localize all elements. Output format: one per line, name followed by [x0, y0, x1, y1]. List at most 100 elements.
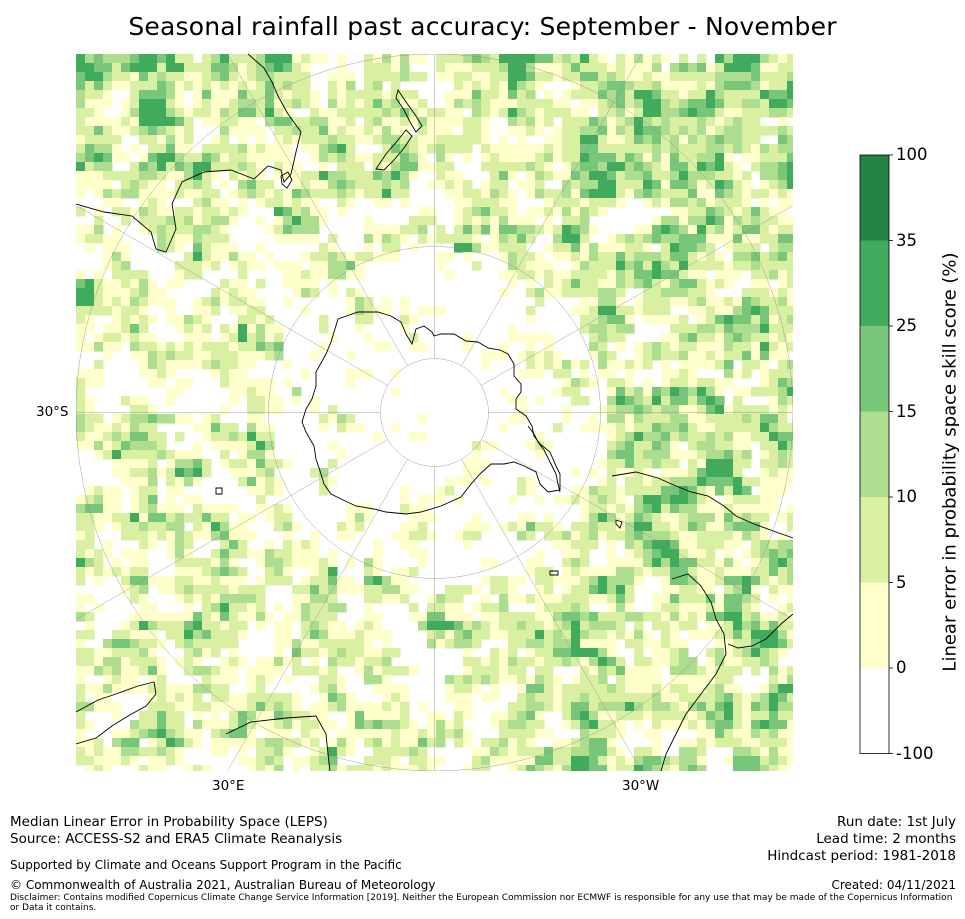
skill-cell	[625, 594, 635, 604]
skill-cell	[769, 378, 779, 388]
skill-cell	[202, 513, 212, 523]
skill-cell	[544, 360, 554, 370]
skill-cell	[598, 108, 608, 118]
skill-cell	[274, 162, 284, 172]
skill-cell	[211, 81, 221, 91]
skill-cell	[571, 189, 581, 199]
skill-cell	[517, 351, 527, 361]
skill-cell	[562, 288, 572, 298]
skill-cell	[445, 729, 455, 739]
skill-cell	[697, 522, 707, 532]
colorbar-tick-label: 35	[896, 230, 917, 250]
skill-cell	[697, 666, 707, 676]
skill-cell	[454, 612, 464, 622]
skill-cell	[328, 594, 338, 604]
skill-cell	[472, 531, 482, 541]
skill-cell	[229, 117, 239, 127]
skill-cell	[319, 675, 329, 685]
skill-cell	[616, 162, 626, 172]
skill-cell	[688, 270, 698, 280]
skill-cell	[598, 135, 608, 145]
skill-cell	[499, 666, 509, 676]
skill-cell	[598, 711, 608, 721]
skill-cell	[607, 567, 617, 577]
skill-cell	[571, 765, 581, 771]
skill-cell	[490, 693, 500, 703]
skill-cell	[544, 648, 554, 658]
skill-cell	[319, 756, 329, 766]
skill-cell	[508, 81, 518, 91]
skill-cell	[589, 144, 599, 154]
skill-cell	[310, 117, 320, 127]
skill-cell	[211, 306, 221, 316]
skill-cell	[166, 144, 176, 154]
skill-cell	[661, 387, 671, 397]
skill-cell	[670, 351, 680, 361]
skill-cell	[418, 216, 428, 226]
skill-cell	[130, 279, 140, 289]
skill-cell	[670, 648, 680, 658]
skill-cell	[679, 747, 689, 757]
skill-cell	[697, 693, 707, 703]
skill-cell	[616, 441, 626, 451]
skill-cell	[121, 666, 131, 676]
skill-cell	[103, 657, 113, 667]
skill-cell	[607, 711, 617, 721]
skill-cell	[670, 459, 680, 469]
skill-cell	[598, 747, 608, 757]
skill-cell	[607, 162, 617, 172]
skill-cell	[409, 225, 419, 235]
skill-cell	[778, 765, 788, 771]
skill-cell	[778, 432, 788, 442]
skill-cell	[670, 153, 680, 163]
skill-cell	[445, 135, 455, 145]
skill-cell	[562, 603, 572, 613]
skill-cell	[121, 54, 131, 64]
skill-cell	[76, 207, 86, 217]
footer-support: Supported by Climate and Oceans Support …	[10, 858, 402, 872]
skill-cell	[598, 405, 608, 415]
skill-cell	[688, 477, 698, 487]
skill-cell	[580, 54, 590, 64]
skill-cell	[292, 189, 302, 199]
skill-cell	[85, 297, 95, 307]
skill-cell	[481, 153, 491, 163]
skill-cell	[274, 171, 284, 181]
skill-cell	[697, 738, 707, 748]
skill-cell	[166, 72, 176, 82]
skill-cell	[661, 405, 671, 415]
skill-cell	[778, 171, 788, 181]
skill-cell	[751, 423, 761, 433]
skill-cell	[607, 432, 617, 442]
skill-cell	[247, 153, 257, 163]
skill-cell	[535, 288, 545, 298]
skill-cell	[760, 531, 770, 541]
skill-cell	[283, 171, 293, 181]
skill-cell	[148, 54, 158, 64]
skill-cell	[220, 513, 230, 523]
skill-cell	[346, 738, 356, 748]
skill-cell	[688, 684, 698, 694]
skill-cell	[472, 225, 482, 235]
skill-cell	[580, 540, 590, 550]
skill-cell	[634, 630, 644, 640]
skill-cell	[715, 333, 725, 343]
skill-cell	[319, 108, 329, 118]
skill-cell	[301, 720, 311, 730]
skill-cell	[670, 513, 680, 523]
skill-cell	[85, 378, 95, 388]
skill-cell	[238, 99, 248, 109]
skill-cell	[571, 171, 581, 181]
skill-cell	[562, 369, 572, 379]
skill-cell	[184, 180, 194, 190]
skill-cell	[589, 630, 599, 640]
skill-cell	[418, 72, 428, 82]
skill-cell	[103, 504, 113, 514]
skill-cell	[688, 459, 698, 469]
skill-cell	[724, 162, 734, 172]
skill-cell	[211, 747, 221, 757]
skill-cell	[724, 513, 734, 523]
skill-cell	[211, 558, 221, 568]
skill-cell	[184, 765, 194, 771]
skill-cell	[301, 576, 311, 586]
